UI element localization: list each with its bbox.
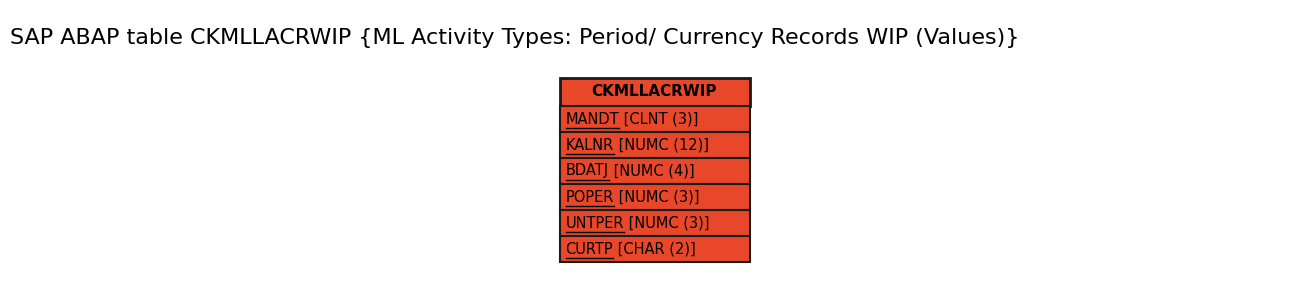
Text: UNTPER: UNTPER [565,216,624,231]
Text: CURTP: CURTP [565,242,613,257]
Text: [NUMC (3)]: [NUMC (3)] [614,190,699,205]
Text: POPER: POPER [565,190,614,205]
Text: [NUMC (3)]: [NUMC (3)] [624,216,709,231]
Text: BDATJ: BDATJ [565,164,609,179]
Bar [559,132,750,158]
Text: [NUMC (12)]: [NUMC (12)] [614,138,708,152]
Bar [559,210,750,236]
Bar [559,184,750,210]
Bar [559,158,750,184]
Text: [CHAR (2)]: [CHAR (2)] [613,242,696,257]
Text: MANDT: MANDT [565,112,619,126]
Bar [559,106,750,132]
Text: KALNR: KALNR [565,138,614,152]
Text: SAP ABAP table CKMLLACRWIP {ML Activity Types: Period/ Currency Records WIP (Val: SAP ABAP table CKMLLACRWIP {ML Activity … [10,28,1020,48]
Bar [559,78,750,106]
Text: [CLNT (3)]: [CLNT (3)] [619,112,699,126]
Text: [NUMC (4)]: [NUMC (4)] [609,164,694,179]
Bar [559,236,750,262]
Text: CKMLLACRWIP: CKMLLACRWIP [592,85,717,100]
